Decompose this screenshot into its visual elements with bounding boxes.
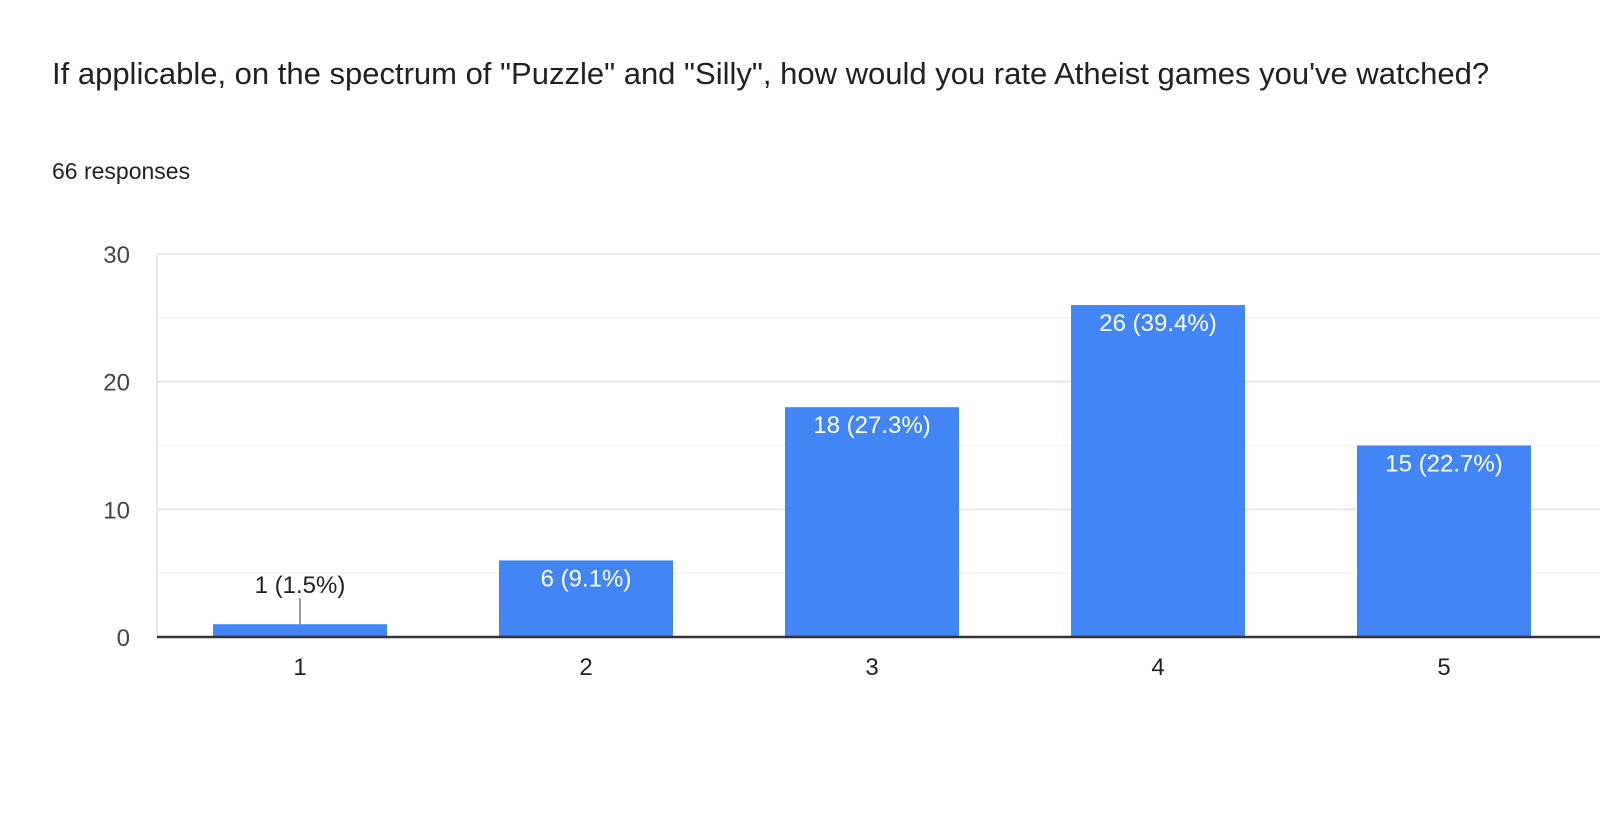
y-tick-label: 20 — [103, 370, 130, 397]
x-tick-label: 4 — [1151, 654, 1164, 681]
x-tick-label: 1 — [293, 654, 306, 681]
question-title: If applicable, on the spectrum of "Puzzl… — [52, 56, 1490, 91]
response-count: 66 responses — [52, 158, 191, 184]
axis-layer: 0 10 20 30 1 2 3 4 5 — [103, 242, 1600, 681]
label-layer: 1 (1.5%) 6 (9.1%) 18 (27.3%) 26 (39.4%) 15 (… — [255, 310, 1503, 625]
x-tick-label: 2 — [579, 654, 592, 681]
bar-4 — [1071, 305, 1245, 637]
y-tick-label: 0 — [117, 625, 130, 652]
y-tick-label: 30 — [103, 242, 130, 269]
data-label: 6 (9.1%) — [541, 565, 632, 592]
data-label: 18 (27.3%) — [813, 412, 930, 439]
y-tick-label: 10 — [103, 497, 130, 524]
bar-2 — [499, 560, 673, 637]
x-tick-label: 5 — [1437, 654, 1450, 681]
x-tick-label: 3 — [865, 654, 878, 681]
data-label: 26 (39.4%) — [1099, 310, 1216, 337]
bar-layer — [213, 305, 1531, 637]
data-label: 15 (22.7%) — [1385, 451, 1502, 478]
bar-3 — [785, 407, 959, 637]
bar-1 — [213, 624, 387, 637]
data-label: 1 (1.5%) — [255, 572, 346, 599]
bar-5 — [1357, 445, 1531, 637]
